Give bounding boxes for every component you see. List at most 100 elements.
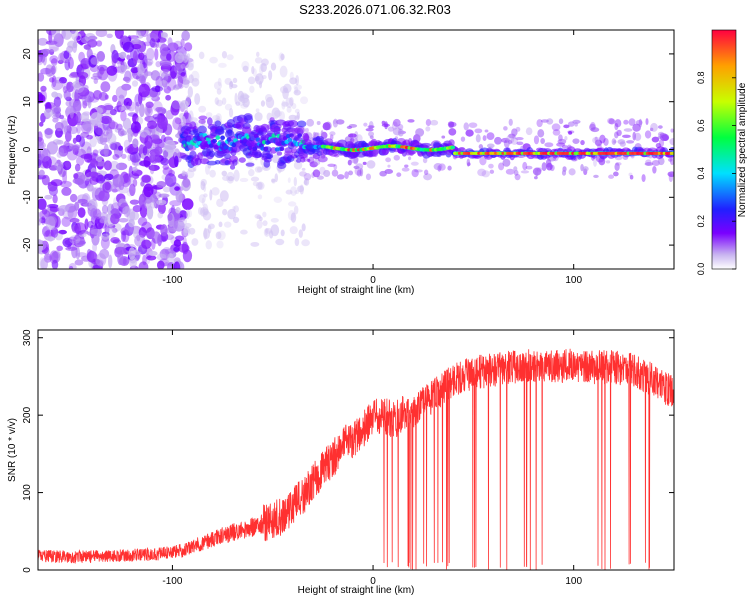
spectrogram-cell <box>139 160 151 167</box>
spectrogram-cell <box>122 206 131 215</box>
spectrogram-cell <box>572 138 580 144</box>
spectrogram-cell <box>260 62 267 73</box>
spectrogram-cell <box>294 108 300 114</box>
spectrogram-cell <box>221 50 228 59</box>
spectrogram-cell <box>363 122 368 127</box>
spectrogram-cell <box>259 216 263 222</box>
spectrogram-cell <box>123 139 131 149</box>
spectrogram-cell <box>74 259 84 266</box>
spectrogram-cell <box>616 129 622 136</box>
spectrogram-cell <box>396 172 402 177</box>
spectrogram-cell <box>70 30 79 41</box>
spectrogram-cell <box>385 157 391 163</box>
spectrogram-cell <box>106 132 117 145</box>
spectrogram-cell <box>68 73 80 79</box>
spectrogram-cell <box>62 86 68 94</box>
spectrogram-cell <box>106 65 118 76</box>
spectrogram-cell <box>52 194 58 204</box>
spectrogram-cell <box>253 133 259 139</box>
spectrogram-cell <box>284 150 294 157</box>
spectrogram-cell <box>110 213 120 225</box>
spectrogram-cell <box>156 181 167 188</box>
spectrogram-cell <box>121 153 127 159</box>
spectrogram-cell <box>65 100 72 107</box>
spectrogram-cell <box>281 100 286 110</box>
spectrogram-cell <box>243 113 253 121</box>
spectrogram-cell <box>175 235 185 242</box>
x-tick-label: -100 <box>162 576 182 587</box>
spectrogram-cell <box>268 70 273 81</box>
spectrogram-cell <box>180 115 186 128</box>
spectrogram-cell <box>254 166 263 173</box>
spectrogram-cell <box>50 179 63 187</box>
spectrogram-cell <box>551 123 561 132</box>
spectrogram-x-ticks: -100 0 100 <box>162 30 582 286</box>
spectrogram-cell <box>49 49 55 56</box>
spectrogram-cell <box>198 105 207 113</box>
spectrogram-cell <box>213 81 223 90</box>
spectrogram-cell <box>302 134 310 141</box>
spectrogram-cell <box>200 178 207 187</box>
spectrogram-cell <box>88 249 95 263</box>
spectrogram-cell <box>232 206 236 211</box>
spectrogram-cell <box>669 138 674 146</box>
spectrogram-cell <box>512 134 517 140</box>
spectrogram-cell <box>167 37 173 47</box>
spectrogram-cell <box>167 262 175 269</box>
y-tick-label: 0 <box>22 567 33 573</box>
spectrogram-cell <box>486 143 495 149</box>
spectrogram-cell <box>217 77 222 87</box>
spectrogram-cell <box>92 149 99 156</box>
x-tick-label: 0 <box>370 275 376 286</box>
spectrogram-cell <box>197 207 203 215</box>
spectrogram-cell <box>613 171 619 177</box>
spectrogram-cell <box>173 261 181 269</box>
spectrogram-cell <box>188 110 194 122</box>
spectrogram-cell <box>173 220 185 232</box>
spectrogram-cell <box>263 146 269 151</box>
spectrogram-cell <box>381 120 386 125</box>
spectrogram-cell <box>207 164 212 169</box>
spectrogram-cell <box>513 169 519 176</box>
spectrogram-cell <box>269 230 274 239</box>
spectrogram-cell <box>582 166 589 172</box>
spectrogram-cell <box>188 227 196 235</box>
spectrogram-cell <box>317 155 328 163</box>
spectrogram-cell <box>77 207 86 218</box>
spectrogram-cell <box>93 78 99 84</box>
spectrogram-cell <box>174 186 180 191</box>
spectrogram-cell <box>142 254 147 266</box>
spectrogram-cell <box>425 126 431 132</box>
spectrogram-cell <box>150 135 160 149</box>
spectrogram-cell <box>422 157 428 164</box>
spectrogram-cell <box>323 169 331 178</box>
spectrogram-cell <box>525 165 533 170</box>
spectrogram-cell <box>38 53 44 66</box>
spectrogram-cell <box>143 183 154 198</box>
spectrogram-cell <box>109 108 117 116</box>
spectrogram-cell <box>481 170 490 178</box>
spectrogram-cell <box>74 178 85 185</box>
spectrogram-cell <box>410 161 419 166</box>
spectrogram-cell <box>69 217 80 223</box>
spectrogram-cell <box>332 118 339 128</box>
spectrogram-cell <box>143 71 154 76</box>
spectrogram-cell <box>245 162 255 167</box>
spectrogram-cell <box>142 145 148 156</box>
spectrogram-cell <box>170 102 180 116</box>
spectrogram-cell <box>287 120 299 128</box>
spectrogram-cell <box>182 227 191 237</box>
spectrogram-cell <box>614 119 622 128</box>
spectrogram-cell <box>628 118 636 126</box>
spectrogram-cell <box>181 30 191 41</box>
spectrogram-cell <box>158 193 170 198</box>
spectrogram-cell <box>191 77 200 87</box>
y-tick-label: 10 <box>22 96 33 108</box>
spectrogram-cell <box>304 177 310 186</box>
spectrogram-cell <box>185 209 190 220</box>
spectrogram-cell <box>254 57 263 64</box>
spectrogram-cell <box>58 76 67 84</box>
spectrogram-cell <box>280 229 285 237</box>
spectrogram-cell <box>173 239 182 248</box>
spectrogram-cell <box>192 128 199 135</box>
